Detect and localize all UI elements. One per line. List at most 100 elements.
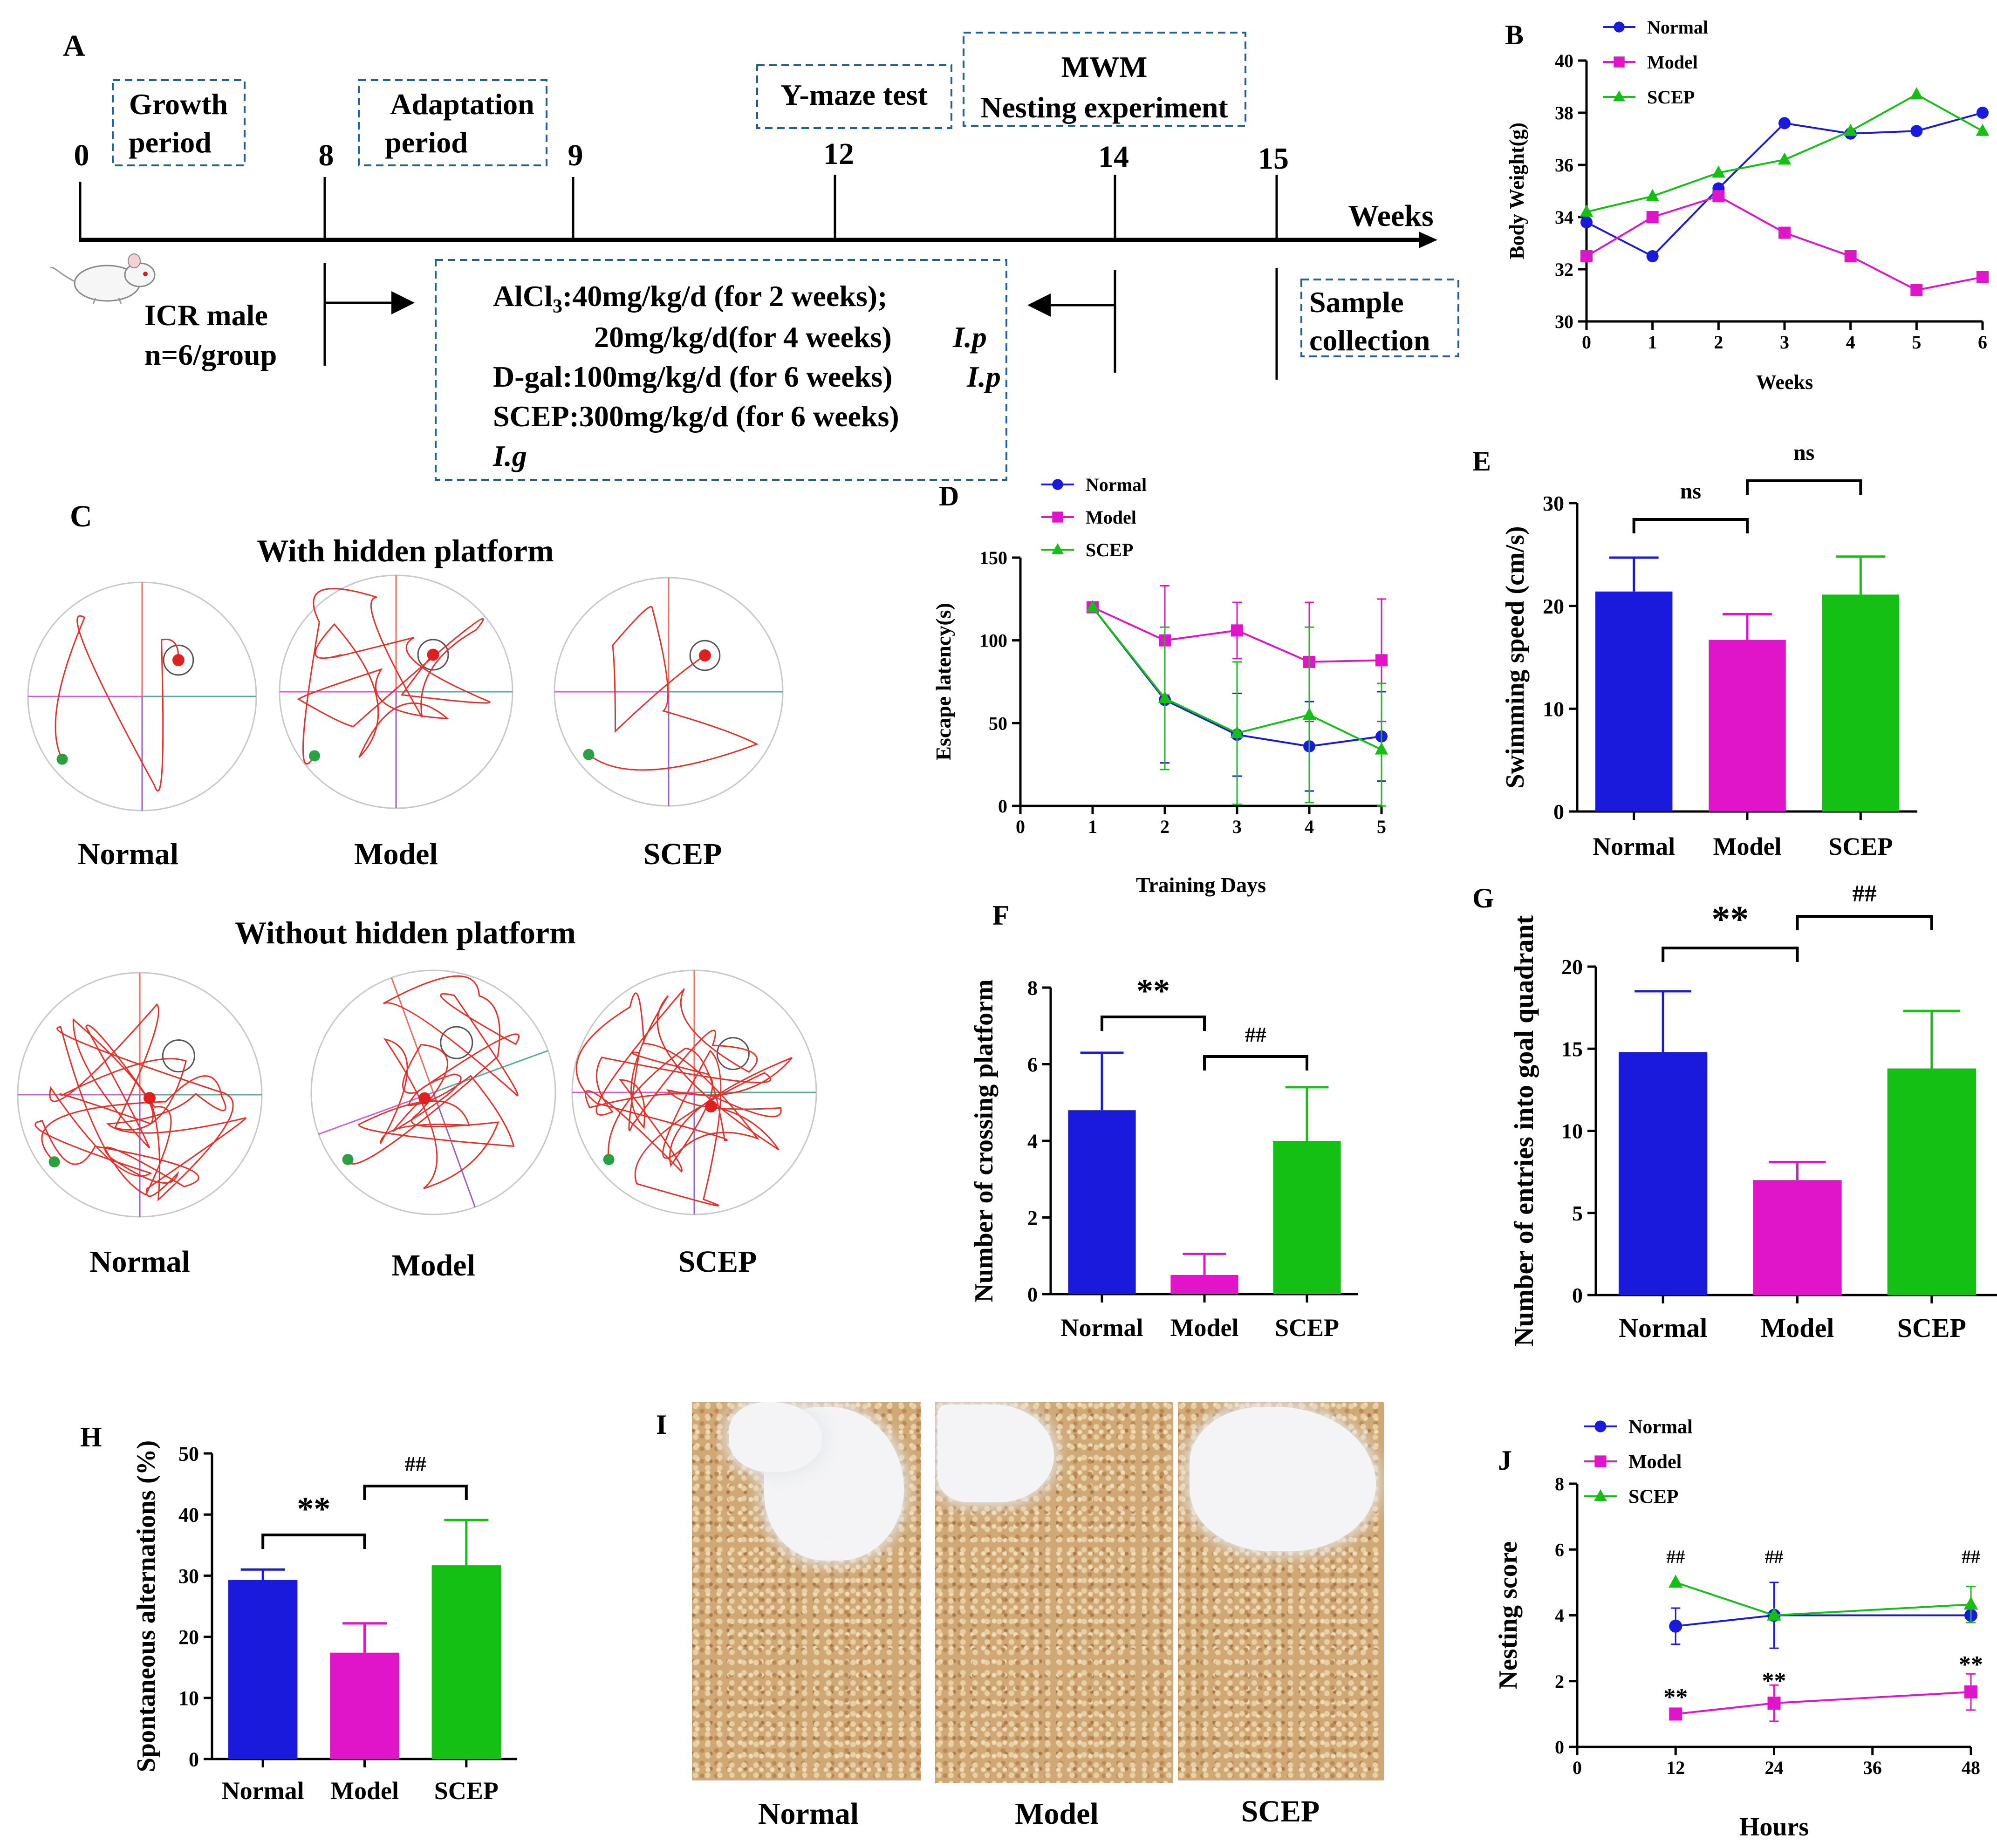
x-axis-label: Hours <box>1739 1813 1809 1841</box>
x-tick-label: 48 <box>1962 1757 1980 1778</box>
y-axis-label: Body Weight(g) <box>1505 123 1528 259</box>
category-label-model: Model <box>1170 1314 1239 1342</box>
panel-letter-d: D <box>939 481 959 511</box>
bar-model <box>1753 1180 1842 1295</box>
data-point-normal <box>1778 117 1791 130</box>
treatment-line2-route: I.p <box>952 321 987 354</box>
bar-scep <box>1273 1141 1341 1294</box>
y-tick-label: 30 <box>178 1565 199 1588</box>
category-label-scep: SCEP <box>434 1777 499 1805</box>
quadrant-line <box>432 1092 476 1207</box>
x-tick-label: 5 <box>1377 816 1386 837</box>
data-point-normal <box>1580 216 1593 229</box>
y-tick-label: 0 <box>189 1748 199 1771</box>
crossing-platform-chart: 0 2 4 6 8 Number of crossing platform Normal Mo… <box>970 972 1358 1342</box>
x-tick-label: 0 <box>1582 332 1591 353</box>
data-point-scep <box>1302 707 1316 720</box>
swim-track <box>588 606 759 771</box>
week-tick-14: 14 <box>1098 140 1129 174</box>
data-point-normal <box>1910 125 1923 137</box>
data-point-model <box>1976 271 1989 283</box>
x-tick-label: 12 <box>1666 1757 1685 1778</box>
significance-label: ** <box>1959 1651 1983 1678</box>
end-point <box>705 1100 718 1113</box>
bar-scep <box>431 1565 501 1759</box>
data-point-model <box>1767 1697 1781 1710</box>
category-label-model: Model <box>330 1777 399 1805</box>
data-point-scep <box>1668 1575 1683 1588</box>
platform-circle <box>163 644 194 676</box>
significance-bracket <box>261 1534 366 1549</box>
category-label-model: Model <box>1761 1313 1834 1343</box>
mouse-illustration <box>50 253 156 304</box>
treatment-box <box>435 259 1007 481</box>
legend-marker <box>1052 479 1063 490</box>
water-maze-pool <box>571 969 817 1215</box>
track-label-normal-1: Normal <box>78 837 178 871</box>
series-line-model <box>1586 195 1983 291</box>
category-label-scep: SCEP <box>1897 1313 1966 1343</box>
y-tick-label: 34 <box>1555 207 1573 228</box>
treatment-line2: 20mg/kg/d(for 4 weeks) <box>594 321 892 354</box>
platform-circle <box>162 1039 195 1073</box>
week-tick-12: 12 <box>823 137 854 171</box>
y-tick-label: 30 <box>1543 491 1564 515</box>
track-label-scep-2: SCEP <box>678 1245 757 1279</box>
data-point-scep <box>1230 726 1244 738</box>
start-point <box>56 753 68 765</box>
start-point <box>48 1156 60 1168</box>
spontaneous-alternation-chart: 0 10 20 30 40 50 Spontaneous alternations (%) N… <box>132 1440 517 1805</box>
legend-label-normal: Normal <box>1628 1417 1693 1438</box>
nest-label-scep: SCEP <box>1241 1794 1320 1828</box>
y-tick-label: 0 <box>1572 1283 1583 1307</box>
water-maze-pool <box>310 969 556 1215</box>
y-axis-label: Number of crossing platform <box>970 979 998 1302</box>
x-tick-label: 3 <box>1780 332 1789 353</box>
significance-label: ** <box>1136 972 1170 1009</box>
y-tick-label: 4 <box>1027 1130 1038 1152</box>
pool-tracks <box>17 574 817 1218</box>
y-tick-label: 20 <box>178 1626 199 1649</box>
legend-label-model: Model <box>1647 52 1698 73</box>
nest-photo-normal <box>692 1402 921 1780</box>
nest-label-normal: Normal <box>758 1797 859 1831</box>
data-point-model <box>1375 654 1388 667</box>
start-point <box>342 1154 354 1166</box>
y-axis-label: Escape latency(s) <box>931 603 955 761</box>
legend-marker <box>1052 543 1064 554</box>
y-axis-label: Swimming speed (cm/s) <box>1501 526 1530 788</box>
y-tick-label: 32 <box>1555 259 1573 280</box>
legend-label-scep: SCEP <box>1628 1487 1678 1508</box>
end-point <box>418 1092 431 1105</box>
y-tick-label: 40 <box>1555 50 1573 71</box>
start-point <box>603 1154 615 1166</box>
panel-letter-j: J <box>1498 1445 1512 1476</box>
data-point-model <box>1778 226 1791 239</box>
x-tick-label: 6 <box>1978 332 1987 353</box>
significance-bracket <box>1796 915 1933 930</box>
sample-collection-box <box>1300 279 1459 357</box>
swimming-speed-chart: 0 10 20 30 Swimming speed (cm/s) Normal Model S… <box>1501 440 1917 860</box>
panel-letter-b: B <box>1505 20 1524 50</box>
y-tick-label: 0 <box>1555 1737 1564 1758</box>
data-point-model <box>1580 250 1593 262</box>
nest-cotton <box>1190 1407 1376 1551</box>
series-line-model <box>1676 1691 1971 1715</box>
data-point-scep <box>1712 165 1725 178</box>
bar-normal <box>1068 1110 1136 1294</box>
x-tick-label: 4 <box>1305 816 1314 837</box>
x-tick-label: 4 <box>1846 332 1855 353</box>
significance-label: ## <box>1765 1546 1784 1567</box>
significance-label: ** <box>1711 899 1749 940</box>
data-point-model <box>1910 284 1923 296</box>
data-point-normal <box>1646 250 1659 262</box>
bar-model <box>330 1652 399 1759</box>
legend-marker <box>1052 511 1063 523</box>
swim-track <box>347 975 520 1189</box>
significance-bracket <box>1662 947 1799 962</box>
nest-photo-scep <box>1178 1402 1384 1780</box>
timeline-axis-label: Weeks <box>1348 199 1433 233</box>
